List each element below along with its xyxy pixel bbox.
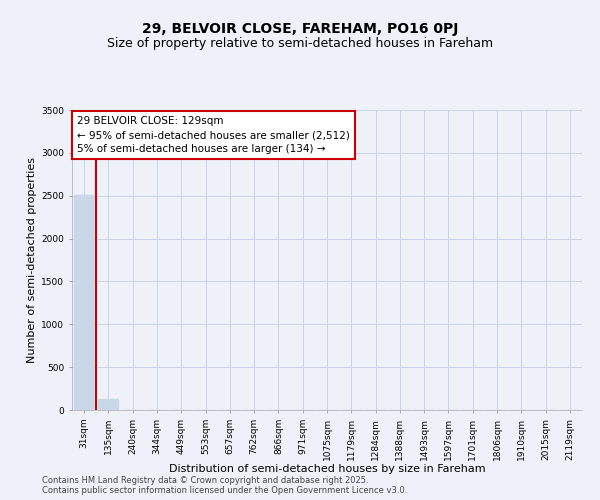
Text: 29, BELVOIR CLOSE, FAREHAM, PO16 0PJ: 29, BELVOIR CLOSE, FAREHAM, PO16 0PJ bbox=[142, 22, 458, 36]
Text: Size of property relative to semi-detached houses in Fareham: Size of property relative to semi-detach… bbox=[107, 38, 493, 51]
X-axis label: Distribution of semi-detached houses by size in Fareham: Distribution of semi-detached houses by … bbox=[169, 464, 485, 474]
Y-axis label: Number of semi-detached properties: Number of semi-detached properties bbox=[27, 157, 37, 363]
Bar bbox=[74, 194, 94, 410]
Text: Contains HM Land Registry data © Crown copyright and database right 2025.
Contai: Contains HM Land Registry data © Crown c… bbox=[42, 476, 407, 495]
Text: 29 BELVOIR CLOSE: 129sqm
← 95% of semi-detached houses are smaller (2,512)
5% of: 29 BELVOIR CLOSE: 129sqm ← 95% of semi-d… bbox=[77, 116, 350, 154]
Bar bbox=[98, 398, 119, 410]
